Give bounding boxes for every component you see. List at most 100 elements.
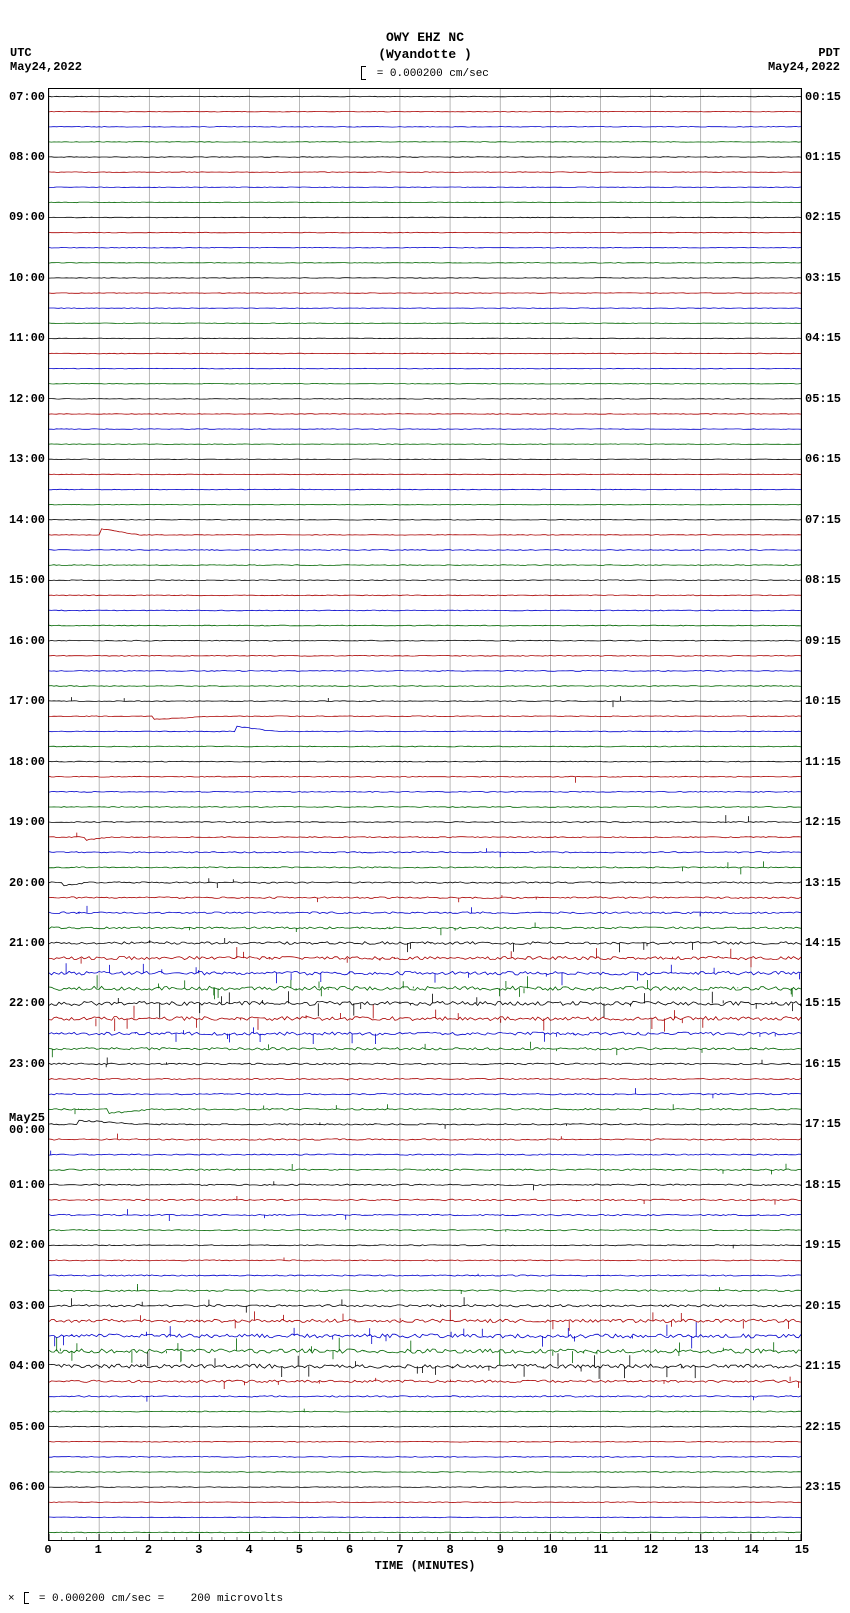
trace-71 xyxy=(49,1164,801,1175)
trace-35 xyxy=(49,625,801,626)
trace-90 xyxy=(49,1457,801,1458)
trace-46 xyxy=(49,791,801,792)
trace-57 xyxy=(49,947,801,967)
x-tick-label: 11 xyxy=(594,1543,608,1557)
utc-time-label: 07:00 xyxy=(9,91,45,103)
footer-scale-bar-icon xyxy=(24,1592,29,1604)
footer-text-right: 200 microvolts xyxy=(191,1593,283,1605)
utc-time-label: 06:00 xyxy=(9,1481,45,1493)
trace-85 xyxy=(49,1377,801,1389)
trace-2 xyxy=(49,127,801,128)
trace-59 xyxy=(49,975,801,999)
utc-time-label: 01:00 xyxy=(9,1179,45,1191)
trace-31 xyxy=(49,565,801,566)
trace-79 xyxy=(49,1284,801,1294)
trace-16 xyxy=(49,338,801,339)
utc-time-label: 16:00 xyxy=(9,635,45,647)
local-time-label: 21:15 xyxy=(805,1360,841,1372)
x-tick-label: 9 xyxy=(497,1543,504,1557)
trace-17 xyxy=(49,353,801,354)
utc-time-label: 05:00 xyxy=(9,1421,45,1433)
utc-time-label: May25 00:00 xyxy=(9,1112,45,1136)
trace-11 xyxy=(49,263,801,264)
station-code: OWY EHZ NC xyxy=(0,30,850,47)
trace-62 xyxy=(49,1027,801,1044)
utc-time-label: 22:00 xyxy=(9,997,45,1009)
local-time-label: 14:15 xyxy=(805,937,841,949)
trace-21 xyxy=(49,414,801,415)
x-tick-label: 8 xyxy=(447,1543,454,1557)
trace-40 xyxy=(49,696,801,707)
utc-time-label: 10:00 xyxy=(9,272,45,284)
footer-prefix: × xyxy=(8,1593,15,1605)
trace-22 xyxy=(49,429,801,430)
trace-36 xyxy=(49,640,801,641)
trace-94 xyxy=(49,1517,801,1518)
trace-7 xyxy=(49,202,801,203)
trace-28 xyxy=(49,520,801,521)
trace-83 xyxy=(49,1338,801,1366)
trace-48 xyxy=(49,815,801,823)
utc-time-label: 09:00 xyxy=(9,211,45,223)
trace-68 xyxy=(49,1120,801,1129)
trace-37 xyxy=(49,655,801,656)
utc-time-label: 14:00 xyxy=(9,514,45,526)
utc-time-label: 21:00 xyxy=(9,937,45,949)
date-left-label: May24,2022 xyxy=(10,60,82,74)
x-tick-label: 5 xyxy=(296,1543,303,1557)
station-location: (Wyandotte ) xyxy=(0,47,850,64)
trace-26 xyxy=(49,489,801,490)
local-time-label: 17:15 xyxy=(805,1118,841,1130)
local-time-label: 00:15 xyxy=(805,91,841,103)
trace-58 xyxy=(49,963,801,985)
trace-72 xyxy=(49,1181,801,1190)
local-time-label: 11:15 xyxy=(805,756,841,768)
trace-54 xyxy=(49,906,801,917)
x-tick-label: 0 xyxy=(44,1543,51,1557)
local-time-label: 22:15 xyxy=(805,1421,841,1433)
x-tick-label: 10 xyxy=(543,1543,557,1557)
trace-80 xyxy=(49,1297,801,1312)
trace-70 xyxy=(49,1151,801,1156)
trace-29 xyxy=(49,529,801,535)
trace-23 xyxy=(49,444,801,445)
local-time-label: 05:15 xyxy=(805,393,841,405)
trace-51 xyxy=(49,861,801,874)
trace-65 xyxy=(49,1078,801,1080)
trace-13 xyxy=(49,293,801,294)
trace-20 xyxy=(49,399,801,400)
local-time-label: 18:15 xyxy=(805,1179,841,1191)
footer-text-left: = 0.000200 cm/sec = xyxy=(39,1593,164,1605)
utc-time-label: 03:00 xyxy=(9,1300,45,1312)
local-time-label: 15:15 xyxy=(805,997,841,1009)
trace-69 xyxy=(49,1134,801,1141)
local-time-label: 23:15 xyxy=(805,1481,841,1493)
trace-88 xyxy=(49,1426,801,1427)
trace-44 xyxy=(49,761,801,762)
trace-41 xyxy=(49,716,801,719)
local-time-label: 03:15 xyxy=(805,272,841,284)
trace-73 xyxy=(49,1196,801,1205)
local-time-label: 19:15 xyxy=(805,1239,841,1251)
trace-30 xyxy=(49,550,801,551)
local-time-label: 06:15 xyxy=(805,453,841,465)
trace-82 xyxy=(49,1322,801,1348)
trace-76 xyxy=(49,1245,801,1249)
trace-50 xyxy=(49,848,801,857)
x-tick-label: 4 xyxy=(245,1543,252,1557)
trace-14 xyxy=(49,308,801,309)
trace-12 xyxy=(49,278,801,279)
trace-5 xyxy=(49,172,801,173)
local-time-label: 09:15 xyxy=(805,635,841,647)
scale-bar-icon xyxy=(361,66,366,80)
x-tick-label: 2 xyxy=(145,1543,152,1557)
trace-27 xyxy=(49,504,801,505)
scale-text: = 0.000200 cm/sec xyxy=(377,68,489,80)
chart-header: OWY EHZ NC (Wyandotte ) xyxy=(0,30,850,64)
trace-24 xyxy=(49,459,801,460)
trace-34 xyxy=(49,610,801,611)
trace-0 xyxy=(49,96,801,97)
utc-time-label: 23:00 xyxy=(9,1058,45,1070)
x-tick-label: 6 xyxy=(346,1543,353,1557)
local-time-label: 20:15 xyxy=(805,1300,841,1312)
